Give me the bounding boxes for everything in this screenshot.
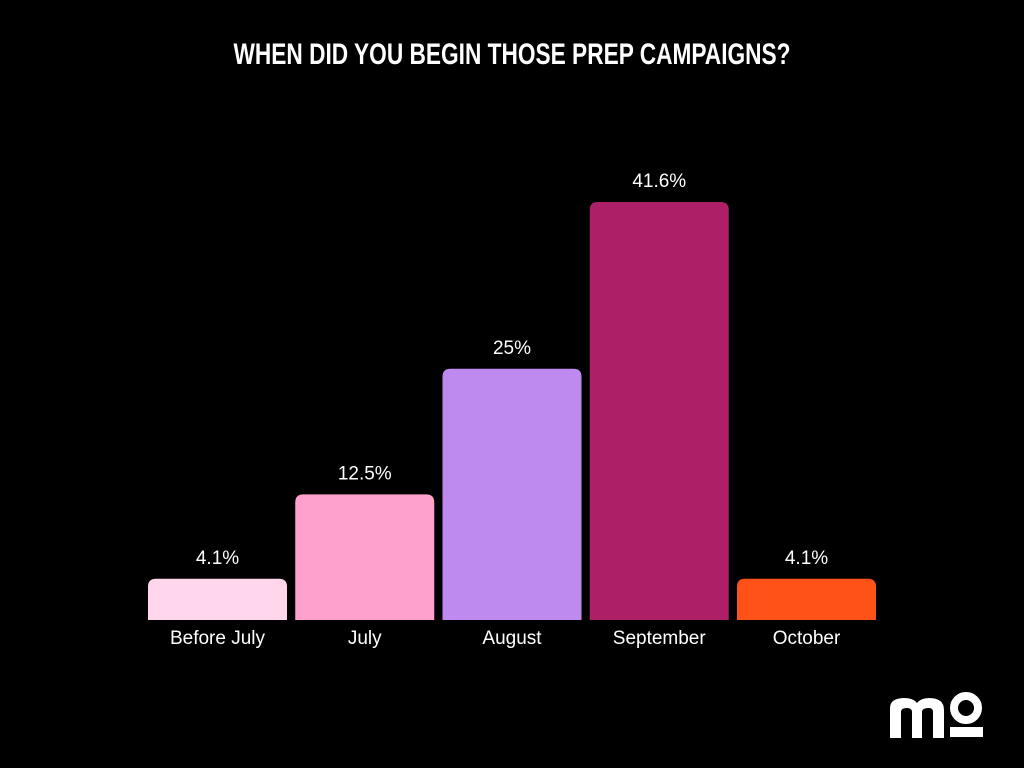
value-label: 25% xyxy=(493,338,531,359)
value-label: 4.1% xyxy=(785,548,828,569)
x-tick-label: August xyxy=(482,628,542,649)
bar xyxy=(148,578,287,620)
value-label: 41.6% xyxy=(632,171,686,192)
bar xyxy=(442,368,582,620)
bar xyxy=(737,578,876,620)
x-tick-label: October xyxy=(773,628,841,649)
bar xyxy=(295,494,435,620)
logo xyxy=(890,692,983,738)
bar xyxy=(589,202,729,620)
value-label: 12.5% xyxy=(338,463,392,484)
x-tick-label: Before July xyxy=(170,628,266,649)
x-tick-label: September xyxy=(613,628,707,649)
x-tick-label: July xyxy=(348,628,382,649)
value-label: 4.1% xyxy=(196,548,239,569)
chart-title: WHEN DID YOU BEGIN THOSE PREP CAMPAIGNS? xyxy=(234,38,791,71)
